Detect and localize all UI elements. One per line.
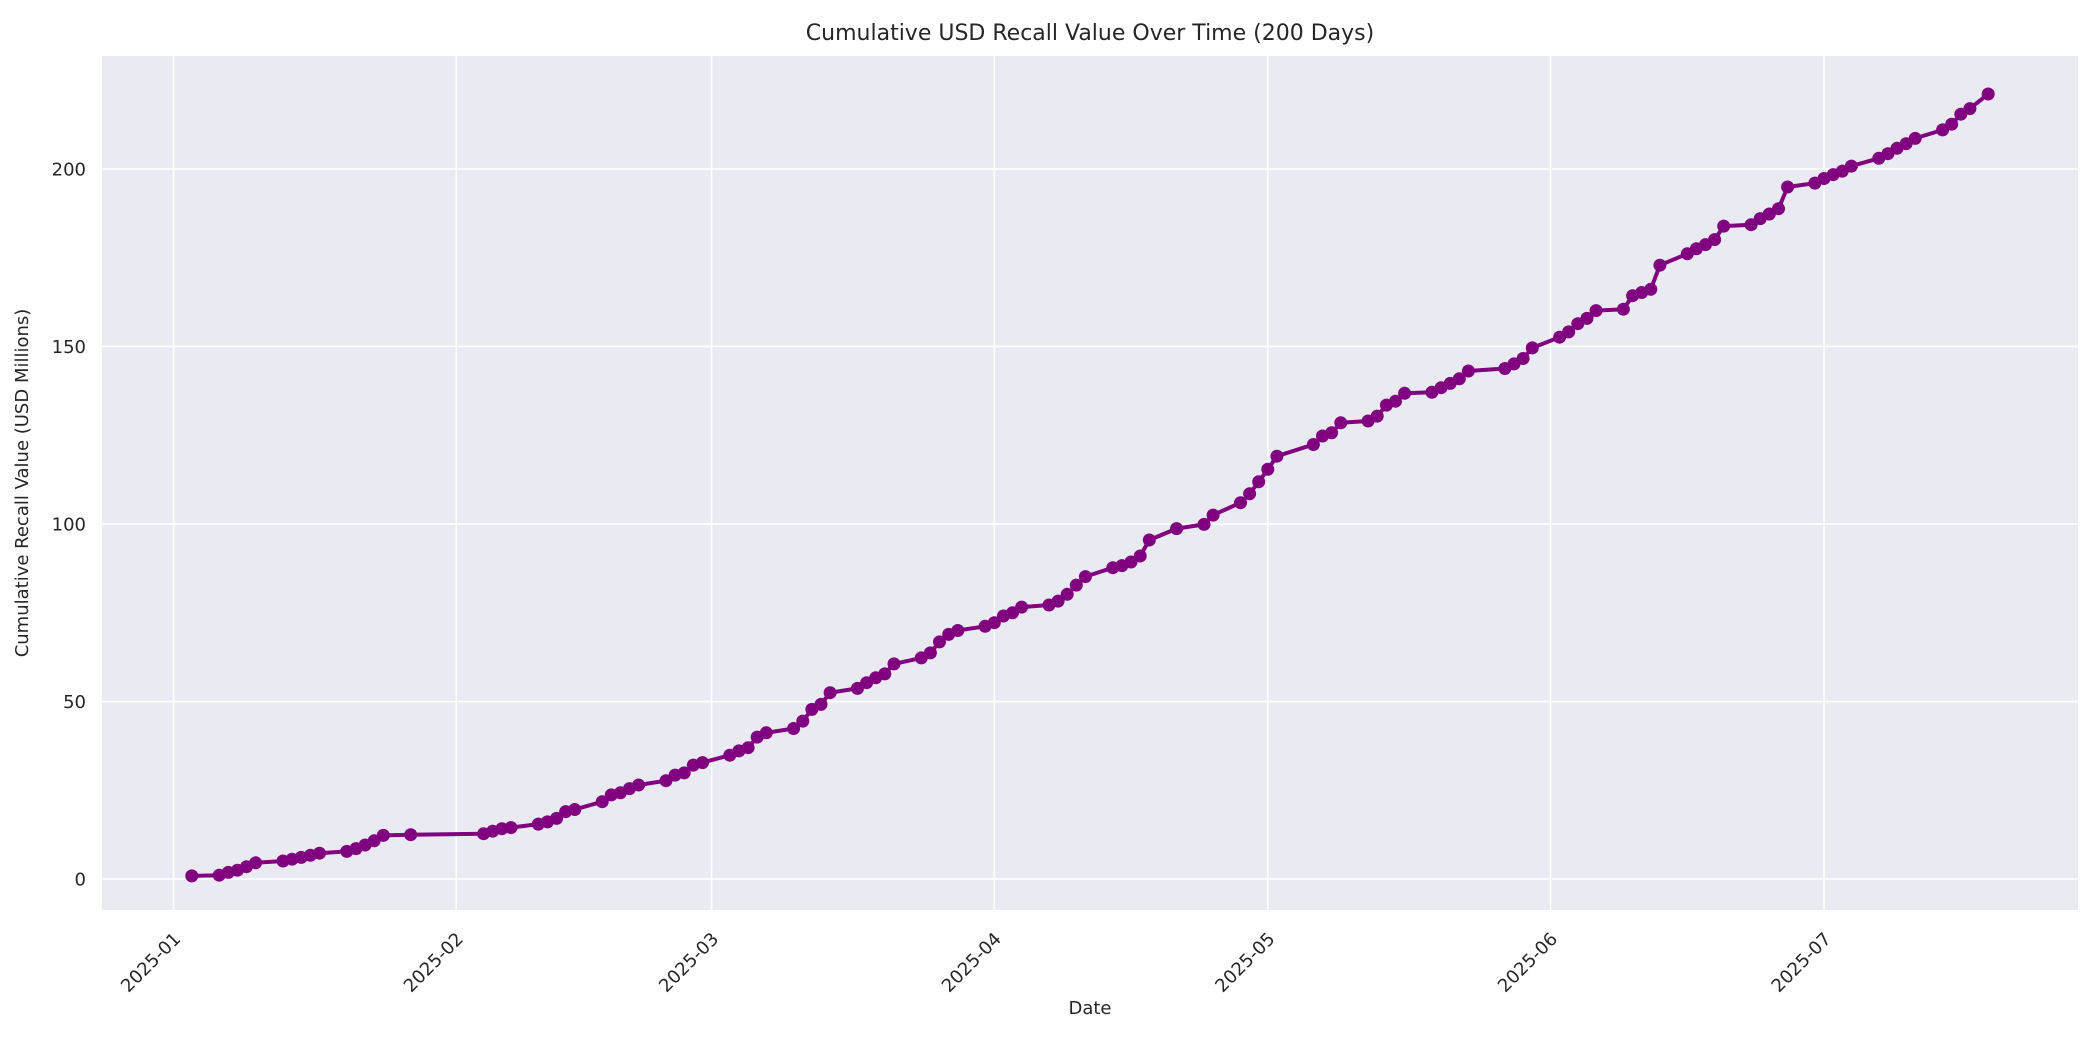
data-point bbox=[1653, 258, 1667, 272]
data-point bbox=[923, 646, 937, 660]
data-point bbox=[1452, 372, 1466, 386]
data-point bbox=[987, 616, 1001, 630]
data-point bbox=[1325, 426, 1339, 440]
data-point bbox=[1562, 325, 1576, 339]
data-point bbox=[759, 726, 773, 740]
data-point bbox=[1015, 600, 1029, 614]
data-point bbox=[1844, 159, 1858, 173]
data-point bbox=[1580, 311, 1594, 325]
data-point bbox=[1908, 131, 1922, 145]
data-point bbox=[376, 828, 390, 842]
data-point bbox=[504, 821, 518, 835]
y-tick-label: 50 bbox=[63, 692, 86, 713]
data-point bbox=[568, 803, 582, 816]
data-point bbox=[1981, 87, 1995, 101]
data-point bbox=[933, 635, 946, 649]
x-tick-label: 2025-06 bbox=[1494, 929, 1562, 997]
plot-area-background bbox=[102, 56, 2078, 910]
x-tick-label: 2025-03 bbox=[655, 929, 723, 997]
data-point bbox=[1744, 218, 1758, 232]
data-point bbox=[1124, 555, 1138, 569]
data-point bbox=[1060, 587, 1074, 601]
data-point bbox=[823, 686, 837, 700]
data-point bbox=[814, 697, 828, 711]
data-point bbox=[1717, 219, 1731, 233]
data-point bbox=[1243, 487, 1257, 501]
data-point bbox=[1306, 438, 1320, 451]
data-point bbox=[1133, 549, 1147, 563]
data-point bbox=[1197, 517, 1211, 531]
y-axis-label: Cumulative Recall Value (USD Millions) bbox=[12, 309, 33, 658]
data-point bbox=[1772, 202, 1785, 216]
data-point bbox=[741, 741, 755, 755]
data-point bbox=[1461, 364, 1475, 378]
x-tick-label: 2025-07 bbox=[1768, 929, 1836, 997]
data-point bbox=[1589, 304, 1603, 318]
data-point bbox=[1945, 117, 1959, 131]
x-axis-label: Date bbox=[1068, 998, 1111, 1019]
series-layer bbox=[185, 87, 1995, 883]
data-point bbox=[796, 714, 810, 728]
data-point bbox=[878, 667, 892, 681]
data-point bbox=[1525, 341, 1539, 355]
x-tick-label: 2025-01 bbox=[117, 929, 185, 997]
y-tick-label: 100 bbox=[52, 515, 86, 536]
data-point bbox=[1206, 508, 1220, 522]
data-point bbox=[951, 624, 965, 637]
data-point bbox=[595, 795, 609, 809]
data-point bbox=[1370, 409, 1384, 423]
data-point bbox=[787, 722, 801, 735]
data-point bbox=[1334, 416, 1348, 430]
data-point bbox=[185, 869, 199, 883]
data-point bbox=[404, 828, 418, 842]
data-point bbox=[696, 756, 709, 770]
data-point bbox=[1078, 570, 1092, 584]
data-point bbox=[1398, 386, 1412, 400]
y-tick-label: 0 bbox=[75, 870, 86, 891]
data-point bbox=[1708, 233, 1722, 247]
data-point bbox=[1051, 594, 1065, 608]
data-point bbox=[313, 846, 326, 860]
data-point bbox=[1616, 302, 1630, 316]
data-point bbox=[1516, 352, 1530, 365]
data-point bbox=[1069, 578, 1083, 592]
data-point bbox=[1781, 180, 1795, 194]
chart-title: Cumulative USD Recall Value Over Time (2… bbox=[806, 21, 1374, 46]
data-point bbox=[1389, 394, 1402, 408]
data-point bbox=[1170, 522, 1184, 536]
data-point bbox=[550, 811, 564, 825]
data-point bbox=[632, 778, 646, 792]
data-point bbox=[887, 657, 901, 671]
x-tick-label: 2025-04 bbox=[938, 929, 1006, 997]
data-point bbox=[1644, 282, 1658, 296]
data-point bbox=[1963, 102, 1977, 116]
y-tick-label: 200 bbox=[52, 159, 86, 180]
y-tick-label: 150 bbox=[52, 337, 86, 358]
data-point bbox=[249, 856, 263, 870]
x-tick-label: 2025-05 bbox=[1211, 929, 1279, 997]
data-point bbox=[1252, 475, 1266, 489]
data-point bbox=[1270, 449, 1284, 463]
data-point bbox=[677, 766, 691, 780]
data-point bbox=[1142, 533, 1156, 547]
gridlines bbox=[102, 56, 2078, 910]
data-point bbox=[1261, 462, 1275, 476]
x-tick-label: 2025-02 bbox=[400, 929, 468, 997]
data-point bbox=[1234, 496, 1247, 510]
